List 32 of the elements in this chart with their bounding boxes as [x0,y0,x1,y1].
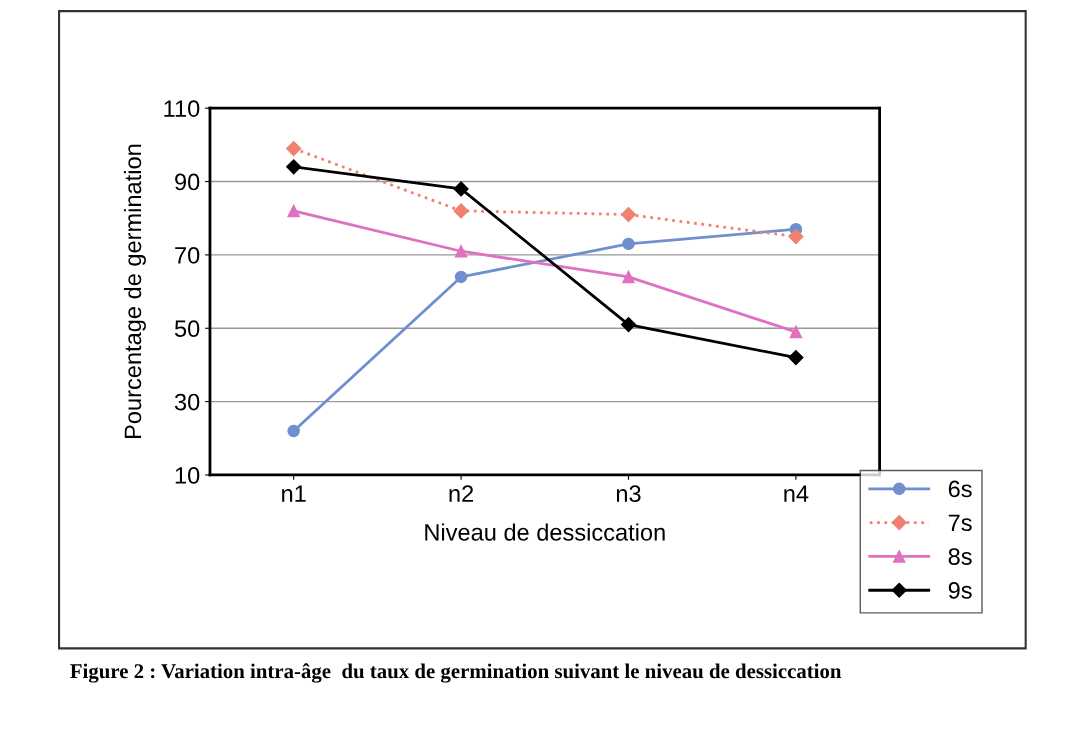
y-tick-label: 110 [164,100,200,117]
y-tick-label: 70 [175,246,200,264]
x-tick-label: n1 [282,485,306,502]
point [620,206,637,223]
x-tick-label: n2 [449,485,474,502]
caption: Figure 2 : Variation intra-âge du taux de germination suivant le niveau de dessiccation [70,663,842,683]
point [453,203,469,219]
point [286,140,302,157]
legend-label: 6s [948,480,972,498]
point [620,317,637,333]
y-tick-label: 10 [175,467,200,484]
x-tick-label: n4 [784,485,809,502]
point [287,204,300,218]
point [788,350,804,366]
legend-label: 9s [948,582,972,599]
point [788,228,804,245]
x-tick-label: n3 [616,485,641,503]
point [453,181,469,197]
point [622,237,635,251]
y-axis-title: Pourcentage de germination [123,144,146,438]
x-axis-title: Niveau de dessiccation [425,523,665,541]
point [454,244,468,258]
y-tick-label: 30 [174,393,200,411]
point [454,270,468,284]
point [789,325,803,339]
legend-label: 7s [948,514,972,532]
y-tick-label: 90 [175,173,200,191]
point [287,424,300,438]
point [622,270,635,284]
legend-label: 8s [948,548,972,565]
point [286,159,302,175]
y-tick-label: 50 [174,320,200,338]
